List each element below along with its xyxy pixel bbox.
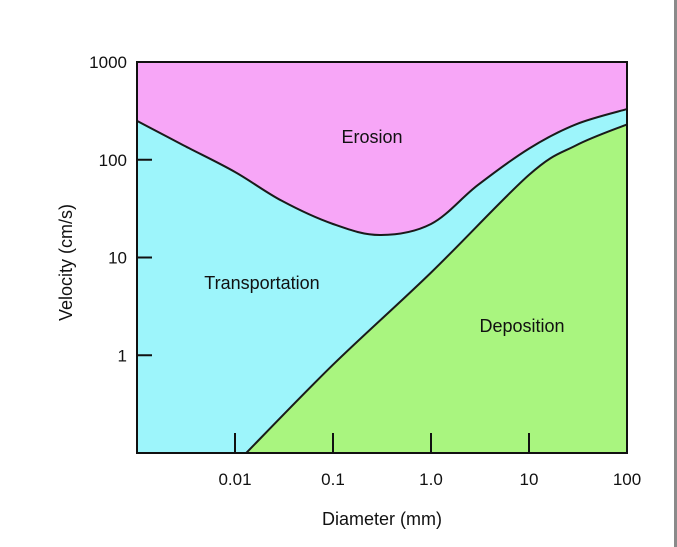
transportation-region-label: Transportation xyxy=(204,273,319,293)
erosion-boundary-line xyxy=(136,108,628,237)
erosion-region-label: Erosion xyxy=(341,127,402,147)
x-axis-title: Diameter (mm) xyxy=(322,509,442,529)
y-axis-title: Velocity (cm/s) xyxy=(56,204,76,321)
y-tick-label: 100 xyxy=(99,151,127,170)
x-tick-label: 100 xyxy=(613,470,641,489)
x-tick-label: 10 xyxy=(520,470,539,489)
deposition-boundary-line xyxy=(245,123,628,454)
erosion-region xyxy=(137,62,627,235)
x-tick-label: 1.0 xyxy=(419,470,443,489)
x-tick-label: 0.1 xyxy=(321,470,345,489)
y-tick-label: 10 xyxy=(108,249,127,268)
y-tick-label: 1 xyxy=(118,346,127,365)
deposition-region xyxy=(246,124,627,454)
deposition-region-label: Deposition xyxy=(479,316,564,336)
x-tick-label: 0.01 xyxy=(218,470,251,489)
y-tick-label: 1000 xyxy=(89,53,127,72)
